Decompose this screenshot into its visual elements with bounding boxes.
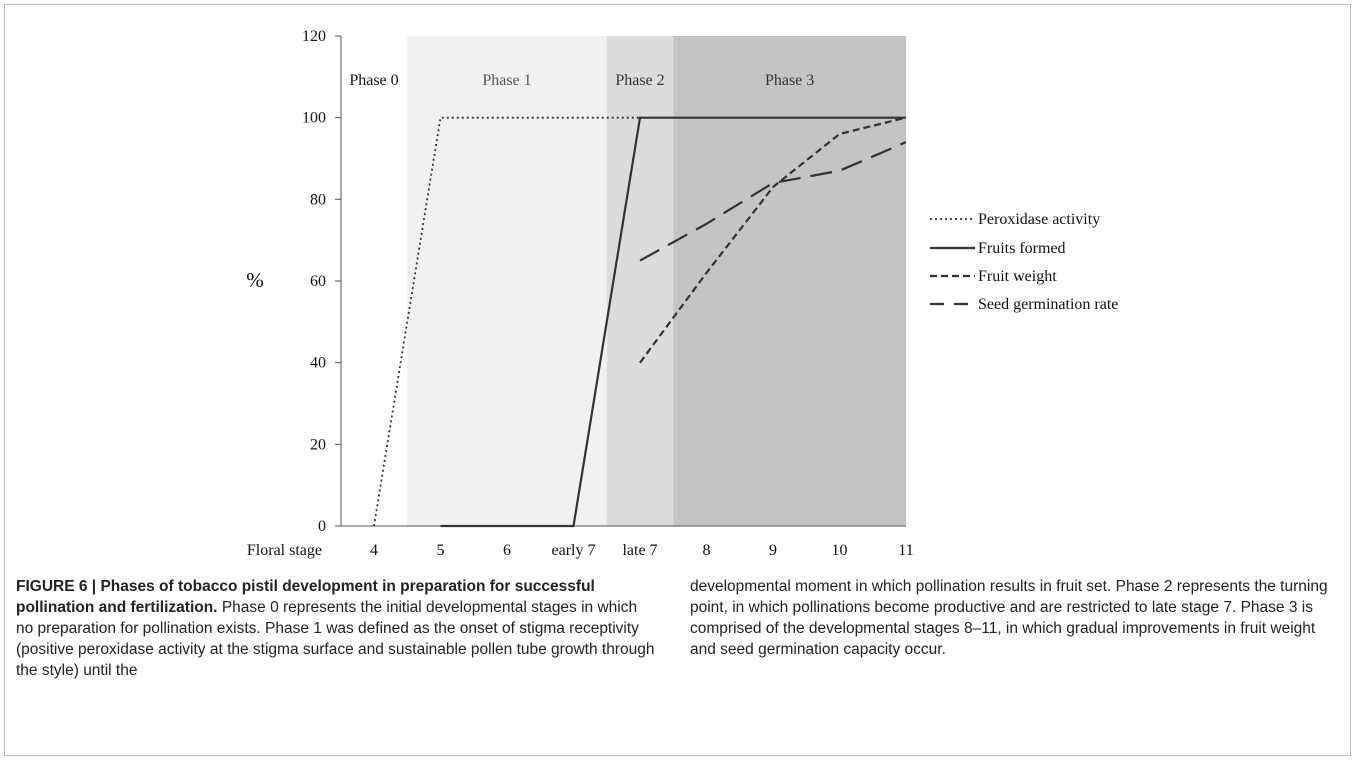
- x-tick-label-8: 11: [898, 542, 913, 559]
- caption-text-left: Phase 0 represents the initial developme…: [16, 599, 655, 679]
- line-chart: Phase 0 Phase 1 Phase 2 Phase 3 0 20 40 60 80 100…: [246, 28, 1118, 559]
- legend-label-1: Fruits formed: [978, 240, 1066, 257]
- caption-text-right: developmental moment in which pollinatio…: [690, 578, 1328, 658]
- phase-band-3: [673, 36, 906, 526]
- series-line-3: [639, 141, 907, 262]
- x-tick-label-3: early 7: [552, 542, 596, 559]
- x-tick-label-0: 4: [370, 542, 378, 559]
- x-tick-label-4: late 7: [622, 542, 657, 559]
- phase-band-0: [340, 36, 408, 526]
- x-tick-label-5: 8: [703, 542, 711, 559]
- y-tick-label-0: 0: [318, 518, 326, 535]
- series-line-1: [440, 116, 906, 528]
- legend-label-3: Seed germination rate: [978, 296, 1118, 313]
- figure-label: FIGURE 6 |: [16, 578, 97, 595]
- phase-label-0: Phase 0: [349, 72, 398, 89]
- y-tick-label-2: 40: [310, 355, 326, 372]
- legend-label-0: Peroxidase activity: [978, 211, 1100, 228]
- figure-caption-left: FIGURE 6 | Phases of tobacco pistil deve…: [16, 576, 656, 681]
- y-tick-label-6: 120: [302, 28, 326, 45]
- x-tick-label-1: 5: [437, 542, 445, 559]
- legend-label-2: Fruit weight: [978, 268, 1057, 285]
- phase-label-3: Phase 3: [765, 72, 814, 89]
- figure-title: Phases of tobacco pistil development in …: [16, 578, 595, 616]
- x-tick-label-2: 6: [503, 542, 511, 559]
- phase-label-1: Phase 1: [482, 72, 531, 89]
- series-line-0: [373, 116, 640, 527]
- y-tick-label-4: 80: [310, 191, 326, 208]
- y-tick-label-3: 60: [310, 273, 326, 290]
- y-tick-label-5: 100: [302, 110, 326, 127]
- phase-label-2: Phase 2: [615, 72, 664, 89]
- phase-band-2: [606, 36, 674, 526]
- figure-caption-right: developmental moment in which pollinatio…: [690, 576, 1330, 660]
- y-tick-label-1: 20: [310, 436, 326, 453]
- y-axis-label: %: [246, 268, 264, 292]
- phase-band-1: [407, 36, 607, 526]
- series-line-2: [639, 116, 907, 364]
- x-tick-label-7: 10: [832, 542, 848, 559]
- x-row-label-floral-stage: Floral stage: [247, 542, 322, 559]
- x-tick-label-6: 9: [769, 542, 777, 559]
